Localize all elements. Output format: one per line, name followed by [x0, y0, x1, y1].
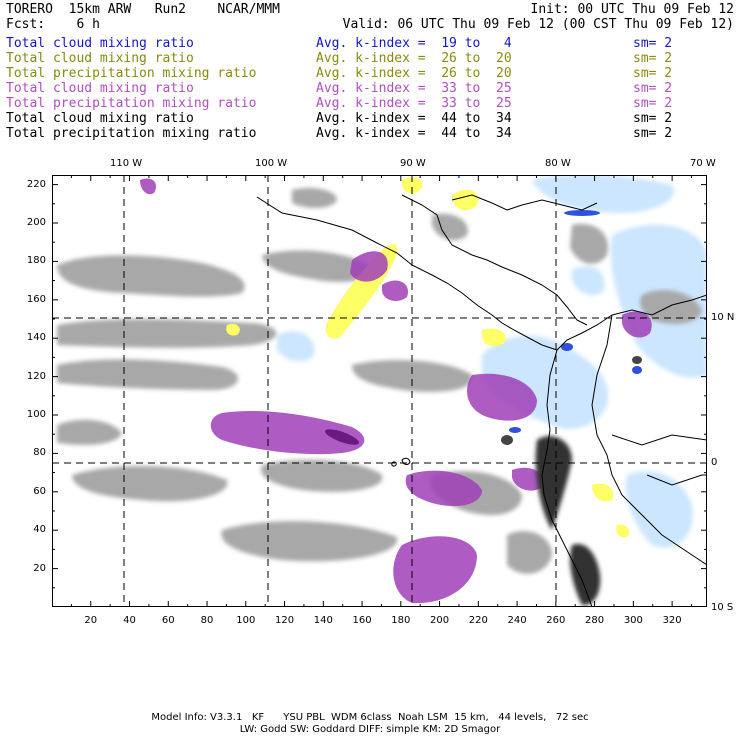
coastlines	[256, 194, 707, 607]
legend-field: Total cloud mixing ratio	[6, 81, 194, 96]
legend-field: Total precipitation mixing ratio	[6, 66, 257, 81]
legend-kindex: Avg. k-index = 33 to 25	[316, 96, 512, 111]
legend-kindex: Avg. k-index = 33 to 25	[316, 81, 512, 96]
legend-field: Total precipitation mixing ratio	[6, 126, 257, 141]
lat-lon-grid	[52, 175, 707, 607]
gray-cloud-layer	[57, 188, 702, 574]
header-row-2: Fcst: 6 h Valid: 06 UTC Thu 09 Feb 12 (0…	[6, 17, 734, 62]
x-tick-label: 20	[84, 615, 98, 626]
x-tick-label: 140	[313, 615, 333, 626]
y-tick-label: 160	[26, 293, 46, 305]
y-tick-label: 60	[33, 485, 46, 497]
x-tick-label: 80	[200, 615, 214, 626]
y-tick-label: 200	[26, 217, 46, 228]
lat-label-0: 0	[711, 457, 718, 468]
x-tick-label: 240	[507, 615, 527, 626]
y-tick-label: 120	[26, 370, 46, 382]
legend-smoothing: sm= 2	[633, 111, 673, 126]
legend-smoothing: sm= 2	[633, 81, 673, 96]
purple-intense-core	[324, 429, 360, 445]
lon-label-100w: 100 W	[255, 158, 288, 169]
dark-blue-cloud-cores	[509, 210, 642, 433]
forecast-hour: Fcst: 6 h	[6, 17, 100, 32]
model-title: TORERO 15km ARW Run2 NCAR/MMM	[6, 2, 280, 17]
legend-field: Total precipitation mixing ratio	[6, 96, 257, 111]
x-tick-label: 280	[585, 615, 605, 626]
x-tick-label: 100	[236, 615, 256, 626]
legend-kindex: Avg. k-index = 26 to 20	[316, 51, 512, 66]
y-tick-label: 140	[26, 332, 46, 344]
x-tick-label: 120	[274, 615, 295, 626]
legend-kindex: Avg. k-index = 19 to 4	[316, 36, 512, 51]
y-tick-label: 40	[33, 524, 46, 536]
legend-smoothing: sm= 2	[633, 36, 673, 51]
legend-kindex: Avg. k-index = 44 to 34	[316, 111, 512, 126]
x-tick-label: 320	[662, 615, 682, 626]
lon-label-110w: 110 W	[110, 158, 143, 169]
map-frame	[52, 175, 707, 607]
x-tick-label: 160	[352, 615, 372, 626]
lon-label-90w: 90 W	[400, 158, 426, 169]
valid-time: Valid: 06 UTC Thu 09 Feb 12 (00 CST Thu …	[342, 17, 734, 32]
init-time: Init: 00 UTC Thu 09 Feb 12	[530, 2, 735, 17]
lat-label-10n: 10 N	[711, 312, 735, 323]
lat-label-10s: 10 S	[711, 602, 734, 613]
legend-field: Total cloud mixing ratio	[6, 36, 194, 51]
header-row-1: TORERO 15km ARW Run2 NCAR/MMM Init: 00 U…	[6, 2, 734, 47]
lon-label-80w: 80 W	[545, 158, 571, 169]
footer-model-info: Model Info: V3.3.1 KF YSU PBL WDM 6class…	[151, 712, 589, 723]
y-tick-label: 180	[26, 255, 46, 267]
legend-kindex: Avg. k-index = 26 to 20	[316, 66, 512, 81]
y-tick-label: 220	[26, 178, 46, 190]
x-tick-label: 220	[468, 615, 488, 626]
legend-smoothing: sm= 2	[633, 66, 673, 81]
y-tick-label: 80	[33, 447, 46, 459]
x-tick-label: 300	[623, 615, 643, 626]
weather-map	[52, 175, 707, 607]
legend-field: Total cloud mixing ratio	[6, 51, 194, 66]
x-tick-label: 260	[546, 615, 566, 626]
footer-physics-info: LW: Godd SW: Goddard DIFF: simple KM: 2D…	[239, 724, 501, 735]
axis-tick-marks	[52, 175, 707, 607]
x-tick-label: 60	[161, 615, 175, 626]
lon-label-70w: 70 W	[690, 158, 716, 169]
x-tick-label: 40	[123, 615, 136, 626]
legend-kindex: Avg. k-index = 44 to 34	[316, 126, 512, 141]
legend-smoothing: sm= 2	[633, 126, 673, 141]
x-tick-label: 200	[430, 615, 450, 626]
legend-smoothing: sm= 2	[633, 96, 673, 111]
y-tick-label: 100	[26, 409, 46, 420]
purple-precip-layer	[140, 178, 652, 604]
x-tick-label: 180	[391, 615, 411, 626]
legend-smoothing: sm= 2	[633, 51, 673, 66]
y-tick-label: 20	[33, 562, 46, 574]
legend-field: Total cloud mixing ratio	[6, 111, 194, 126]
